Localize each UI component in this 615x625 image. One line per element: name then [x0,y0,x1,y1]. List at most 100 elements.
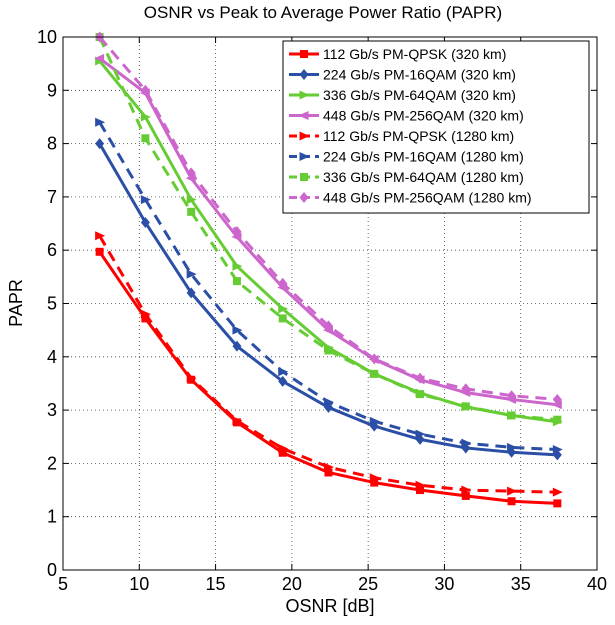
data-point [461,438,472,448]
data-point [461,402,470,411]
data-point [141,134,150,143]
series-line [98,235,558,494]
data-point [94,53,105,63]
y-tick-label: 2 [47,453,57,473]
data-point [461,485,472,495]
x-tick-label: 30 [434,574,454,594]
data-point [278,448,287,457]
data-point [278,277,288,289]
y-tick-label: 8 [47,134,57,154]
legend-label: 336 Gb/s PM-64QAM (320 km) [323,87,516,103]
data-point [232,325,243,335]
y-tick-label: 7 [47,187,57,207]
y-tick-label: 3 [47,400,57,420]
data-point [141,314,150,323]
data-point [553,499,562,508]
legend-marker [300,50,308,58]
data-point [186,269,197,279]
x-axis-label: OSNR [dB] [285,596,374,616]
y-tick-label: 9 [47,80,57,100]
series-5 [95,117,563,455]
data-point [415,429,426,439]
y-axis-label: PAPR [6,279,26,327]
data-point [324,468,333,477]
data-point [186,167,196,179]
data-point [507,390,517,402]
data-point [232,261,243,271]
legend-label: 224 Gb/s PM-16QAM (1280 km) [323,149,524,165]
legend-marker [298,111,309,120]
data-point [278,375,288,387]
data-point [369,416,380,426]
x-tick-label: 35 [511,574,531,594]
x-tick-label: 5 [58,574,68,594]
data-point [507,486,518,496]
data-point [323,397,334,407]
data-point [370,369,379,378]
legend-label: 224 Gb/s PM-16QAM (320 km) [323,67,516,83]
data-point [369,473,380,483]
data-point [324,346,333,355]
y-tick-label: 0 [47,560,57,580]
data-point [507,411,516,420]
data-point [232,226,242,238]
data-point [95,138,105,150]
data-point [140,216,150,228]
data-point [461,383,471,395]
data-point [370,478,379,487]
series-7 [95,31,562,405]
legend-label: 448 Gb/s PM-256QAM (1280 km) [323,190,532,206]
data-point [507,497,516,506]
data-point [323,462,334,472]
data-point [278,367,289,377]
data-point [278,304,289,314]
legend-label: 112 Gb/s PM-QPSK (1280 km) [323,128,514,144]
data-point [187,207,196,216]
y-tick-label: 1 [47,507,57,527]
data-point [232,416,243,426]
legend-marker [300,173,308,181]
axis-ticks: 5 10 15 20 25 30 35 40 0 1 2 3 4 5 6 7 8 9 10 [37,27,607,594]
series-line [98,36,558,422]
data-point [278,314,287,323]
data-point [232,277,241,286]
x-tick-label: 40 [587,574,607,594]
data-point [140,195,151,205]
data-point [507,442,518,452]
data-point [552,393,562,405]
y-tick-label: 5 [47,294,57,314]
data-point [140,84,150,96]
chart-title: OSNR vs Peak to Average Power Ratio (PAP… [144,3,502,22]
data-point [95,117,106,127]
y-tick-label: 6 [47,240,57,260]
data-point [416,486,425,495]
x-tick-label: 20 [282,574,302,594]
legend: 112 Gb/s PM-QPSK (320 km) 224 Gb/s PM-16Q… [282,40,590,214]
data-point [186,195,197,205]
data-point [186,373,197,383]
data-point [186,287,196,299]
x-tick-label: 15 [206,574,226,594]
legend-label: 448 Gb/s PM-256QAM (320 km) [323,108,524,124]
legend-marker [299,69,309,80]
data-point [140,112,151,122]
data-point [553,415,562,424]
data-point [461,491,470,500]
data-point [95,247,104,256]
data-point [551,400,562,410]
series-4 [95,231,563,497]
legend-label: 336 Gb/s PM-64QAM (1280 km) [323,169,524,185]
legend-marker [299,192,309,203]
data-point [232,340,242,352]
data-point [415,480,426,490]
x-tick-label: 10 [129,574,149,594]
data-point [140,309,151,319]
y-tick-label: 4 [47,347,57,367]
data-point [323,320,333,332]
y-tick-label: 10 [37,27,57,47]
legend-label: 112 Gb/s PM-QPSK (320 km) [323,46,506,62]
data-point [278,443,289,453]
legend-marker [299,152,310,161]
data-point [95,231,106,241]
